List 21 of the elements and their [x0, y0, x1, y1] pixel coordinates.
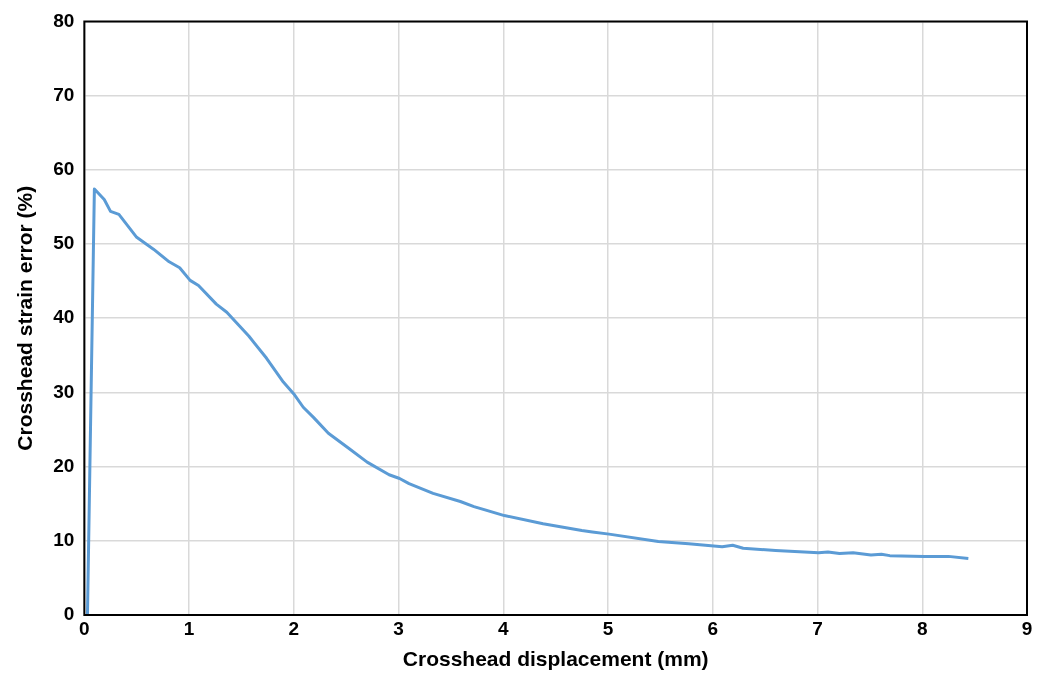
x-tick-label: 7	[812, 617, 823, 639]
y-tick-label: 20	[53, 454, 75, 476]
y-tick-label: 0	[63, 603, 75, 625]
y-tick-label: 40	[53, 306, 75, 328]
x-tick-label: 5	[602, 617, 614, 639]
y-tick-label: 60	[53, 158, 75, 180]
x-tick-label: 2	[288, 617, 300, 639]
x-tick-label: 0	[79, 617, 90, 639]
y-tick-label: 80	[53, 9, 75, 31]
y-tick-label: 70	[53, 83, 75, 105]
x-tick-label: 4	[498, 617, 510, 639]
y-tick-label: 50	[53, 232, 75, 254]
y-tick-label: 10	[53, 529, 75, 551]
x-tick-label: 9	[1021, 617, 1033, 639]
x-tick-label: 1	[183, 617, 195, 639]
y-tick-label: 30	[53, 380, 75, 402]
x-tick-label: 3	[393, 617, 404, 639]
x-axis-title: Crosshead displacement (mm)	[402, 647, 709, 671]
x-tick-label: 8	[916, 617, 928, 639]
y-axis-title: Crosshead strain error (%)	[13, 185, 37, 451]
x-tick-label: 6	[707, 617, 719, 639]
